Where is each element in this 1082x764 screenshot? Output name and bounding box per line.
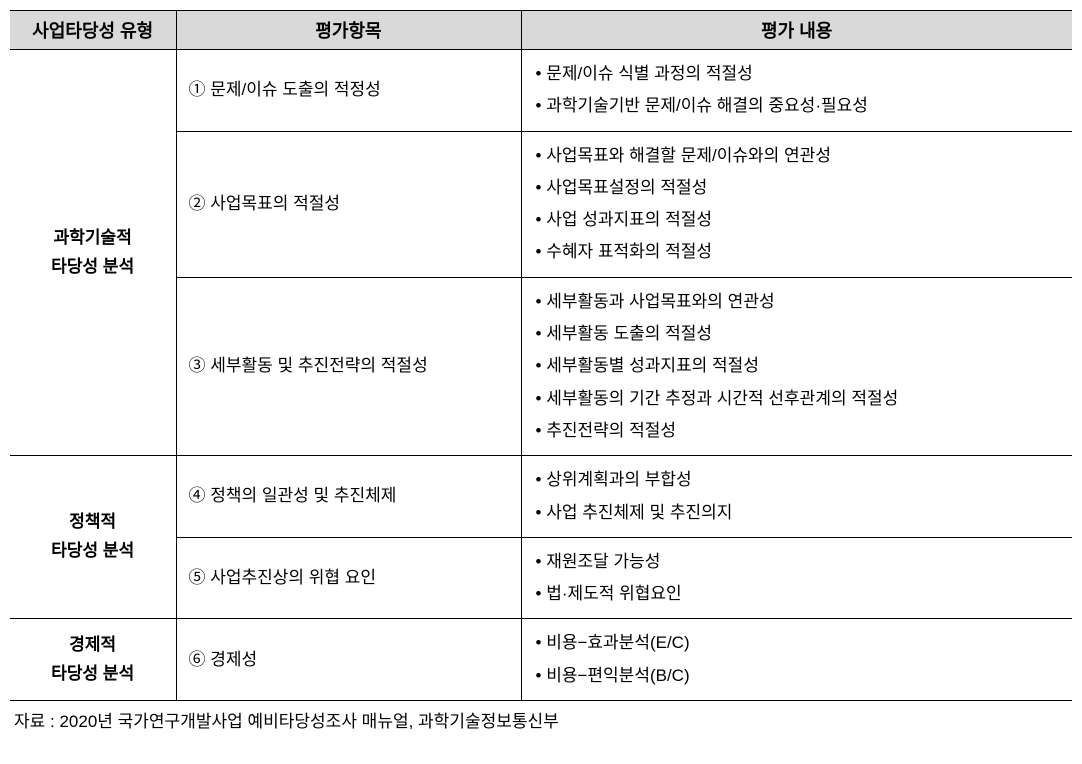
content-sci-1: 문제/이슈 식별 과정의 적절성 과학기술기반 문제/이슈 해결의 중요성·필요… — [521, 50, 1072, 132]
header-item: 평가항목 — [176, 11, 521, 50]
content-sci-3-0: 세부활동과 사업목표와의 연관성 — [536, 286, 1063, 318]
type-policy-label: 정책적타당성 분석 — [51, 512, 134, 560]
item-eco-1: ⑥ 경제성 — [176, 619, 521, 701]
content-sci-3-1: 세부활동 도출의 적절성 — [536, 318, 1063, 350]
content-sci-2: 사업목표와 해결할 문제/이슈와의 연관성 사업목표설정의 적절성 사업 성과지… — [521, 131, 1072, 277]
content-sci-3-3: 세부활동의 기간 추정과 시간적 선후관계의 적절성 — [536, 383, 1063, 415]
content-sci-2-0: 사업목표와 해결할 문제/이슈와의 연관성 — [536, 140, 1063, 172]
item-sci-1: ① 문제/이슈 도출의 적정성 — [176, 50, 521, 132]
content-sci-3-4: 추진전략의 적절성 — [536, 415, 1063, 447]
type-economic-label: 경제적타당성 분석 — [51, 635, 134, 683]
content-sci-3-2: 세부활동별 성과지표의 적절성 — [536, 350, 1063, 382]
content-sci-1-0: 문제/이슈 식별 과정의 적절성 — [536, 58, 1063, 90]
item-pol-1: ④ 정책의 일관성 및 추진체제 — [176, 456, 521, 538]
content-sci-2-1: 사업목표설정의 적절성 — [536, 172, 1063, 204]
feasibility-table: 사업타당성 유형 평가항목 평가 내용 과학기술적타당성 분석 ① 문제/이슈 … — [10, 10, 1072, 701]
header-content: 평가 내용 — [521, 11, 1072, 50]
content-sci-2-3: 수혜자 표적화의 적절성 — [536, 236, 1063, 268]
type-economic: 경제적타당성 분석 — [10, 619, 176, 701]
content-sci-1-1: 과학기술기반 문제/이슈 해결의 중요성·필요성 — [536, 90, 1063, 122]
header-type: 사업타당성 유형 — [10, 11, 176, 50]
content-eco-1-0: 비용−효과분석(E/C) — [536, 627, 1063, 659]
content-pol-2-0: 재원조달 가능성 — [536, 546, 1063, 578]
item-sci-2: ② 사업목표의 적절성 — [176, 131, 521, 277]
source-note: 자료 : 2020년 국가연구개발사업 예비타당성조사 매뉴얼, 과학기술정보통… — [10, 707, 1072, 732]
type-scientific: 과학기술적타당성 분석 — [10, 50, 176, 456]
content-pol-2: 재원조달 가능성 법·제도적 위협요인 — [521, 537, 1072, 619]
content-pol-1-1: 사업 추진체제 및 추진의지 — [536, 497, 1063, 529]
content-sci-3: 세부활동과 사업목표와의 연관성 세부활동 도출의 적절성 세부활동별 성과지표… — [521, 277, 1072, 455]
content-sci-2-2: 사업 성과지표의 적절성 — [536, 204, 1063, 236]
item-sci-3: ③ 세부활동 및 추진전략의 적절성 — [176, 277, 521, 455]
type-scientific-label: 과학기술적타당성 분석 — [51, 228, 134, 276]
content-pol-1: 상위계획과의 부합성 사업 추진체제 및 추진의지 — [521, 456, 1072, 538]
item-pol-2: ⑤ 사업추진상의 위협 요인 — [176, 537, 521, 619]
type-policy: 정책적타당성 분석 — [10, 456, 176, 619]
content-eco-1-1: 비용−편익분석(B/C) — [536, 660, 1063, 692]
content-pol-1-0: 상위계획과의 부합성 — [536, 464, 1063, 496]
content-eco-1: 비용−효과분석(E/C) 비용−편익분석(B/C) — [521, 619, 1072, 701]
content-pol-2-1: 법·제도적 위협요인 — [536, 578, 1063, 610]
